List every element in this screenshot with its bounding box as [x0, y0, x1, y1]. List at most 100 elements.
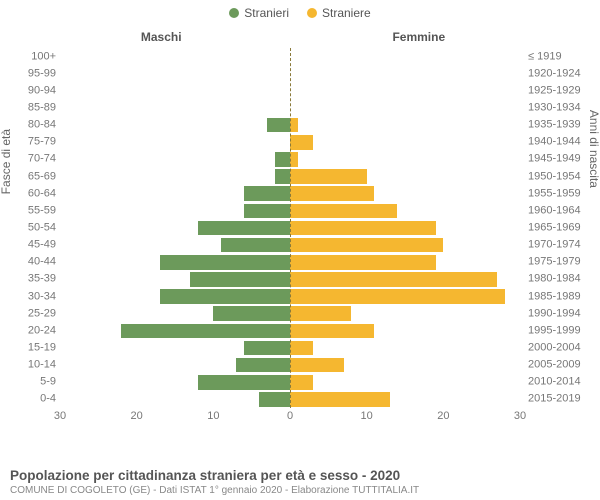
y-tick-birth: 1920-1924	[528, 68, 600, 79]
y-axis-labels-age: 100+ 95-99 90-94 85-89 80-84 75-79 70-74 65-69 6…	[0, 48, 56, 408]
legend-dot-female	[307, 8, 317, 18]
column-header-female: Femmine	[392, 30, 445, 44]
y-tick-age: 0-4	[0, 394, 56, 405]
footer: Popolazione per cittadinanza straniera p…	[10, 468, 590, 496]
y-tick-birth: 1975-1979	[528, 257, 600, 268]
y-tick-age: 25-29	[0, 308, 56, 319]
chart-title: Popolazione per cittadinanza straniera p…	[10, 468, 590, 483]
y-tick-age: 5-9	[0, 377, 56, 388]
legend-item-male: Stranieri	[229, 6, 289, 20]
y-tick-birth: 1985-1989	[528, 291, 600, 302]
y-tick-birth: 2010-2014	[528, 377, 600, 388]
bar-male	[244, 186, 290, 201]
y-tick-birth: 1925-1929	[528, 85, 600, 96]
y-tick-birth: 1960-1964	[528, 205, 600, 216]
y-tick-birth: 1965-1969	[528, 223, 600, 234]
bar-male	[213, 306, 290, 321]
y-tick-birth: 1950-1954	[528, 171, 600, 182]
bar-male	[198, 375, 290, 390]
bar-male	[198, 221, 290, 236]
bar-male	[275, 169, 290, 184]
y-tick-age: 60-64	[0, 188, 56, 199]
bar-female	[290, 341, 313, 356]
y-tick-age: 30-34	[0, 291, 56, 302]
bar-male	[267, 118, 290, 133]
bar-female	[290, 306, 351, 321]
y-tick-age: 95-99	[0, 68, 56, 79]
y-tick-age: 20-24	[0, 325, 56, 336]
bar-female	[290, 238, 443, 253]
bar-male	[259, 392, 290, 407]
y-tick-birth: 2000-2004	[528, 343, 600, 354]
y-tick-birth: 1990-1994	[528, 308, 600, 319]
plot	[60, 48, 520, 408]
legend: Stranieri Straniere	[0, 0, 600, 20]
bar-female	[290, 375, 313, 390]
bar-male	[160, 289, 290, 304]
y-tick-birth: 1930-1934	[528, 103, 600, 114]
bar-male	[244, 341, 290, 356]
y-tick-age: 80-84	[0, 120, 56, 131]
bar-female	[290, 152, 298, 167]
y-tick-age: 90-94	[0, 85, 56, 96]
y-tick-age: 70-74	[0, 154, 56, 165]
y-tick-birth: 1955-1959	[528, 188, 600, 199]
bar-female	[290, 255, 436, 270]
legend-dot-male	[229, 8, 239, 18]
y-tick-age: 100+	[0, 51, 56, 62]
y-tick-birth: ≤ 1919	[528, 51, 600, 62]
x-tick: 30	[54, 410, 66, 422]
x-axis: 3020100102030	[60, 410, 520, 426]
y-tick-age: 40-44	[0, 257, 56, 268]
bar-female	[290, 358, 344, 373]
bar-female	[290, 272, 497, 287]
bar-male	[160, 255, 290, 270]
bar-male	[236, 358, 290, 373]
x-tick: 30	[514, 410, 526, 422]
legend-item-female: Straniere	[307, 6, 371, 20]
chart-area: Maschi Femmine 3020100102030	[60, 30, 520, 440]
x-tick: 20	[437, 410, 449, 422]
bar-female	[290, 289, 505, 304]
y-tick-age: 75-79	[0, 137, 56, 148]
bar-male	[275, 152, 290, 167]
bar-female	[290, 169, 367, 184]
x-tick: 10	[207, 410, 219, 422]
y-tick-birth: 2015-2019	[528, 394, 600, 405]
x-tick: 0	[287, 410, 293, 422]
x-tick: 20	[131, 410, 143, 422]
chart-subtitle: COMUNE DI COGOLETO (GE) - Dati ISTAT 1° …	[10, 485, 590, 496]
legend-label-male: Stranieri	[244, 6, 289, 20]
y-tick-birth: 1995-1999	[528, 325, 600, 336]
y-axis-labels-birth: ≤ 1919 1920-1924 1925-1929 1930-1934 1935-19…	[528, 48, 600, 408]
y-tick-age: 15-19	[0, 343, 56, 354]
legend-label-female: Straniere	[322, 6, 371, 20]
bar-male	[221, 238, 290, 253]
column-header-male: Maschi	[141, 30, 182, 44]
y-tick-birth: 1970-1974	[528, 240, 600, 251]
y-tick-birth: 2005-2009	[528, 360, 600, 371]
y-tick-birth: 1945-1949	[528, 154, 600, 165]
y-tick-age: 85-89	[0, 103, 56, 114]
y-tick-age: 65-69	[0, 171, 56, 182]
x-tick: 10	[361, 410, 373, 422]
center-line	[290, 48, 291, 408]
y-tick-age: 50-54	[0, 223, 56, 234]
bar-female	[290, 118, 298, 133]
bar-female	[290, 324, 374, 339]
y-tick-birth: 1940-1944	[528, 137, 600, 148]
bar-female	[290, 392, 390, 407]
bar-female	[290, 135, 313, 150]
y-tick-age: 45-49	[0, 240, 56, 251]
bar-female	[290, 221, 436, 236]
y-tick-birth: 1980-1984	[528, 274, 600, 285]
bar-male	[121, 324, 290, 339]
y-tick-age: 35-39	[0, 274, 56, 285]
y-tick-age: 55-59	[0, 205, 56, 216]
y-tick-age: 10-14	[0, 360, 56, 371]
y-tick-birth: 1935-1939	[528, 120, 600, 131]
bar-male	[244, 204, 290, 219]
bar-female	[290, 204, 397, 219]
bar-female	[290, 186, 374, 201]
bar-male	[190, 272, 290, 287]
